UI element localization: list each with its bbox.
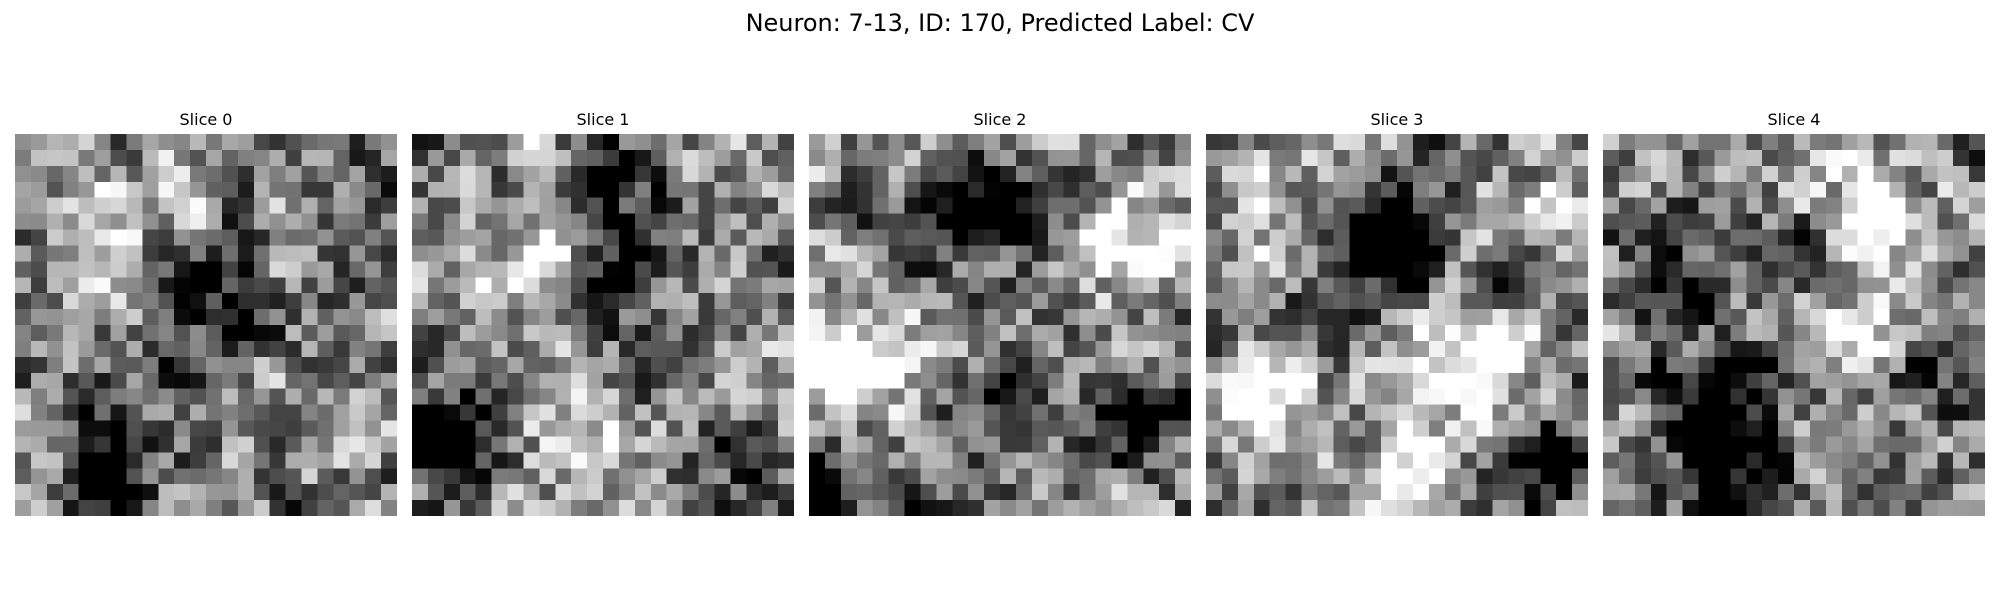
slice-title: Slice 1: [576, 110, 630, 129]
slice-image-3: [1206, 134, 1588, 516]
slice-title: Slice 2: [973, 110, 1027, 129]
slice-image-0: [15, 134, 397, 516]
slice-title: Slice 3: [1370, 110, 1424, 129]
slice-image-1: [412, 134, 794, 516]
slice-title: Slice 4: [1767, 110, 1821, 129]
slice-title: Slice 0: [179, 110, 233, 129]
slice-image-4: [1603, 134, 1985, 516]
figure-title: Neuron: 7-13, ID: 170, Predicted Label: …: [745, 9, 1255, 37]
slice-image-2: [809, 134, 1191, 516]
